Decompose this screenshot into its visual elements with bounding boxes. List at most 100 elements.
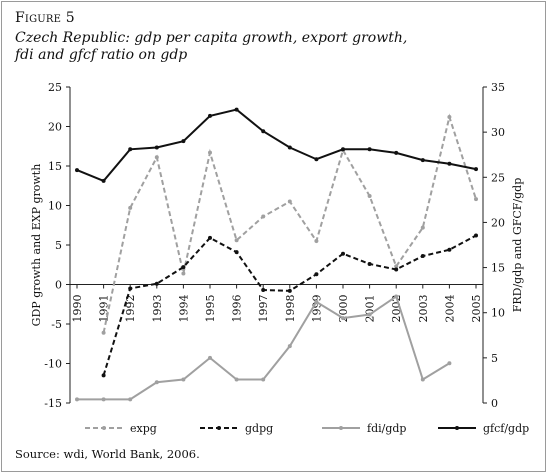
data-point-gdpg [261,288,266,293]
data-point-gfcf-gdp [208,113,212,118]
left-tick-label: 5 [55,239,62,252]
data-point-gdpg [101,373,106,378]
data-point-gdpg [128,286,133,291]
data-point-fdi-gdp [314,299,319,304]
data-point-gdpg [394,267,399,272]
data-point-expg [447,115,452,120]
data-point-fdi-gdp [75,397,79,402]
x-tick-label: 2004 [443,295,456,323]
data-point-gdpg [367,261,372,266]
x-tick-label: 1996 [231,295,244,323]
x-tick-label: 1998 [284,295,297,323]
data-point-gfcf-gdp [128,147,133,152]
left-axis-title: GDP growth and EXP growth [30,164,43,327]
data-point-expg [367,194,372,199]
legend-label-fdi-gdp: fdi/gdp [367,422,406,435]
data-point-expg [154,155,159,160]
right-tick-label: 20 [491,216,505,229]
right-tick-label: 5 [491,352,498,365]
data-point-gfcf-gdp [314,157,319,162]
x-tick-label: 2003 [417,295,430,323]
figure-title-line-2: fdi and gfcf ratio on gdp [15,47,188,63]
data-point-fdi-gdp [181,377,186,382]
left-tick-label: 0 [55,279,62,292]
left-tick-label: -10 [44,358,62,371]
data-point-fdi-gdp [234,377,239,382]
right-tick-label: 35 [491,81,505,94]
data-point-expg [128,205,133,210]
data-point-gfcf-gdp [287,145,292,150]
source-note: Source: wdi, World Bank, 2006. [15,447,200,461]
data-point-fdi-gdp [261,377,266,382]
x-tick-label: 1995 [204,295,217,323]
data-point-gfcf-gdp [394,150,399,155]
data-point-expg [181,271,186,276]
data-point-gfcf-gdp [181,139,186,144]
data-point-expg [101,330,106,335]
data-point-gdpg [474,233,478,238]
data-point-fdi-gdp [394,294,399,299]
data-point-expg [314,239,319,244]
figure-title: Czech Republic: gdp per capita growth, e… [15,30,495,64]
data-point-gdpg [234,250,239,255]
left-tick-label: 10 [48,200,62,213]
legend-label-gfcf-gdp: gfcf/gdp [483,422,529,435]
data-point-expg [287,199,292,204]
legend-label-gdpg: gdpg [245,422,273,435]
data-point-fdi-gdp [128,397,133,402]
x-tick-label: 2005 [470,295,483,323]
legend-marker-expg [102,426,106,430]
data-point-fdi-gdp [287,344,292,349]
data-point-gfcf-gdp [367,147,372,152]
data-point-gdpg [287,288,292,293]
data-point-expg [261,214,266,219]
x-tick-label: 1994 [177,295,190,323]
left-tick-label: 15 [48,160,62,173]
figure-label: Figure 5 [15,10,75,26]
legend-label-expg: expg [130,422,157,435]
data-point-fdi-gdp [367,312,372,317]
data-point-fdi-gdp [447,361,452,366]
data-point-gfcf-gdp [341,147,345,152]
data-point-expg [208,150,212,155]
x-tick-label: 1990 [71,295,84,323]
data-point-gfcf-gdp [154,145,159,150]
data-point-gdpg [208,235,212,240]
legend-marker-gfcf-gdp [455,426,459,430]
right-tick-label: 15 [491,262,505,275]
data-point-fdi-gdp [208,355,212,360]
x-tick-label: 1992 [124,295,137,323]
data-point-fdi-gdp [341,316,345,321]
x-tick-label: 1993 [151,295,164,323]
data-point-gdpg [447,247,452,252]
x-tick-label: 1997 [257,295,270,323]
left-tick-label: 25 [48,81,62,94]
series-line-gfcf-gdp [76,108,477,183]
right-tick-label: 30 [491,126,505,139]
right-tick-label: 10 [491,307,505,320]
x-tick-label: 1999 [310,295,323,323]
right-tick-label: 25 [491,171,505,184]
figure-title-line-1: Czech Republic: gdp per capita growth, e… [15,30,408,46]
data-point-gdpg [154,281,159,286]
data-point-gfcf-gdp [420,158,425,163]
data-point-gfcf-gdp [261,129,266,134]
data-point-fdi-gdp [101,397,106,402]
right-axis-title: FRD/gdp and GFCF/gdp [511,178,524,313]
data-point-expg [474,197,478,202]
data-point-gdpg [314,272,319,277]
data-point-gdpg [181,265,186,270]
left-tick-label: -5 [51,318,62,331]
data-point-gfcf-gdp [101,178,106,183]
data-point-gfcf-gdp [447,161,452,166]
x-tick-label: 2002 [390,295,403,323]
legend-marker-fdi-gdp [339,426,343,430]
data-point-gdpg [341,251,345,256]
legend-marker-gdpg [217,426,221,430]
data-point-fdi-gdp [420,377,425,382]
right-tick-label: 0 [491,397,498,410]
data-point-gfcf-gdp [234,107,239,112]
data-point-gdpg [420,254,425,259]
